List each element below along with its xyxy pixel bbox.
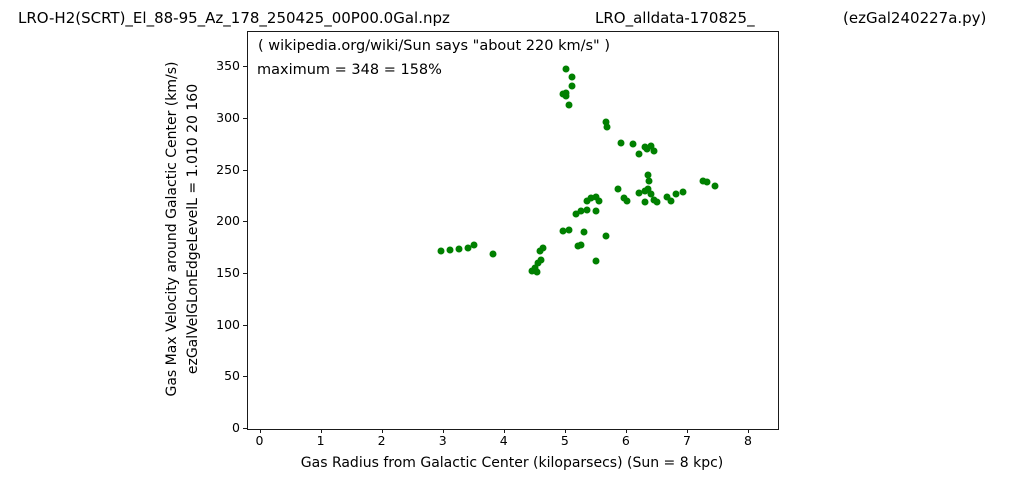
scatter-point	[528, 267, 536, 275]
scatter-point	[470, 241, 478, 249]
y-tick-label: 200	[216, 213, 240, 229]
x-tick-label: 7	[682, 433, 691, 448]
scatter-point	[565, 101, 573, 109]
scatter-point	[583, 206, 591, 214]
scatter-point	[565, 226, 573, 234]
scatter-point	[536, 247, 544, 255]
y-tick-label: 300	[216, 110, 240, 125]
scatter-point	[614, 185, 622, 193]
scatter-point	[635, 150, 643, 158]
x-tick-mark	[625, 429, 627, 433]
y-tick-label: 250	[216, 161, 240, 177]
scatter-point	[617, 139, 625, 147]
scatter-point	[533, 268, 540, 276]
y-axis-label-line1: Gas Max Velocity around Galactic Center …	[164, 61, 180, 397]
scatter-point	[653, 198, 661, 206]
scatter-point	[635, 189, 643, 197]
scatter-point	[703, 178, 711, 186]
scatter-point	[539, 244, 547, 252]
scatter-point	[534, 259, 542, 267]
scatter-point	[446, 246, 454, 254]
y-tick-mark	[243, 221, 247, 223]
annotation-maximum-value: maximum = 348 = 158%	[257, 62, 442, 78]
scatter-point	[623, 197, 631, 205]
x-tick-mark	[686, 429, 688, 433]
y-tick-mark	[243, 169, 247, 171]
figure-title-center: LRO_alldata-170825_	[595, 9, 755, 27]
scatter-point	[455, 245, 463, 253]
x-tick-mark	[564, 429, 566, 433]
scatter-point	[568, 82, 576, 90]
scatter-point	[645, 177, 653, 185]
scatter-point	[592, 207, 600, 215]
y-tick-mark	[243, 428, 247, 429]
x-tick-label: 4	[499, 433, 508, 448]
x-tick-label: 1	[316, 433, 325, 448]
scatter-point	[572, 210, 580, 218]
y-tick-mark	[243, 118, 247, 119]
scatter-point	[603, 123, 611, 131]
scatter-point	[663, 193, 671, 200]
y-tick-label: 0	[232, 420, 240, 435]
scatter-point	[643, 145, 651, 153]
x-tick-mark	[259, 429, 261, 433]
x-tick-label: 5	[560, 433, 569, 448]
scatter-point	[580, 228, 588, 236]
scatter-point	[711, 182, 719, 190]
scatter-point	[568, 73, 576, 81]
scatter-point	[647, 190, 655, 198]
y-tick-mark	[243, 376, 247, 378]
scatter-point	[650, 147, 658, 155]
scatter-point	[602, 118, 609, 126]
scatter-point	[562, 92, 570, 100]
figure-title-right: (ezGal240227a.py)	[843, 9, 987, 27]
annotation-sun-reference: ( wikipedia.org/wiki/Sun says "about 220…	[258, 38, 610, 54]
x-tick-label: 0	[255, 433, 264, 448]
x-tick-mark	[320, 429, 322, 433]
y-tick-label: 100	[216, 316, 240, 332]
x-tick-mark	[442, 429, 444, 433]
scatter-point	[437, 247, 445, 255]
scatter-point	[647, 142, 655, 150]
scatter-point	[672, 190, 680, 198]
scatter-point	[641, 198, 649, 206]
x-tick-mark	[381, 429, 383, 433]
scatter-point	[537, 256, 545, 264]
x-tick-mark	[503, 429, 505, 433]
scatter-point	[602, 232, 609, 240]
x-axis-label: Gas Radius from Galactic Center (kilopar…	[300, 455, 724, 471]
scatter-point	[644, 171, 652, 179]
scatter-point	[531, 264, 539, 272]
y-tick-mark	[243, 273, 247, 274]
scatter-point	[667, 197, 675, 205]
scatter-point	[577, 207, 585, 215]
scatter-point	[559, 227, 567, 235]
scatter-point	[583, 197, 591, 205]
scatter-point	[592, 257, 600, 265]
scatter-point	[629, 140, 637, 148]
x-tick-label: 2	[377, 433, 386, 448]
y-tick-label: 150	[216, 265, 240, 280]
scatter-point	[489, 250, 497, 258]
scatter-point	[464, 244, 472, 252]
scatter-point	[562, 65, 570, 73]
scatter-point	[587, 194, 595, 202]
figure-title-left: LRO-H2(SCRT)_El_88-95_Az_178_250425_00P0…	[18, 9, 450, 27]
x-tick-label: 6	[621, 433, 630, 448]
x-tick-label: 8	[744, 433, 752, 448]
y-tick-mark	[243, 324, 247, 326]
y-tick-label: 50	[224, 368, 240, 384]
y-tick-mark	[243, 66, 247, 68]
x-tick-mark	[747, 429, 749, 433]
scatter-point	[644, 185, 652, 193]
y-tick-label: 350	[216, 58, 240, 74]
scatter-point	[574, 242, 582, 250]
scatter-point	[595, 197, 603, 205]
plot-area: ( wikipedia.org/wiki/Sun says "about 220…	[247, 31, 779, 430]
x-tick-label: 3	[438, 433, 447, 448]
scatter-point	[592, 193, 600, 200]
scatter-point	[679, 188, 687, 196]
scatter-point	[699, 177, 707, 185]
